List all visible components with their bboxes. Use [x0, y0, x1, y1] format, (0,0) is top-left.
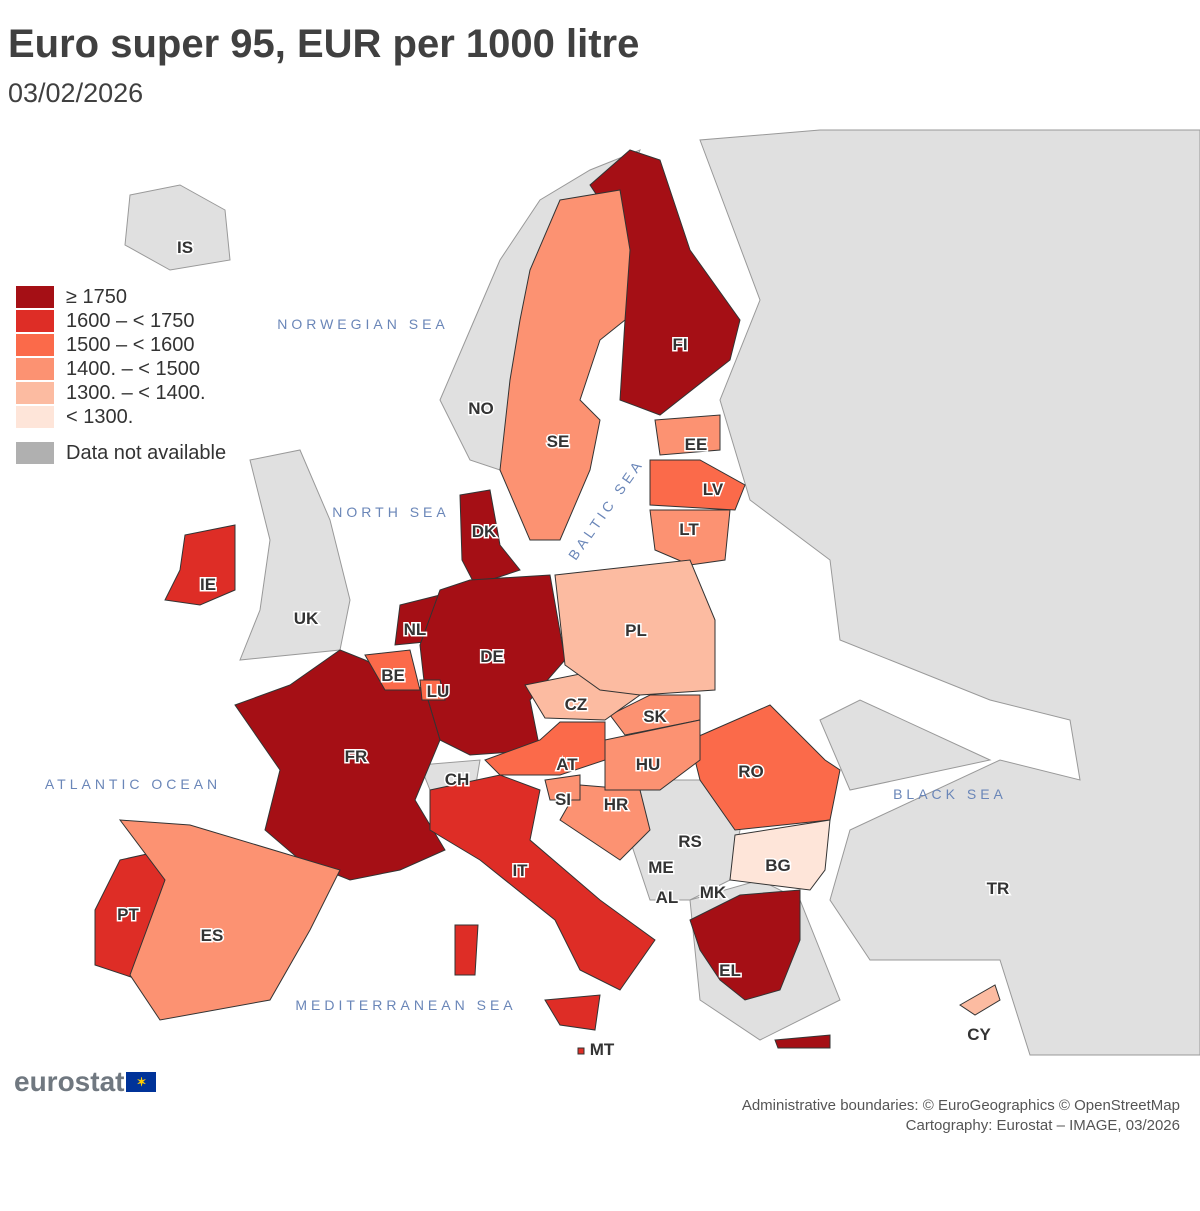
country-label: AT: [556, 755, 578, 774]
non-eu-land: [239, 449, 351, 661]
country-pl: [554, 559, 716, 696]
sea-label: MEDITERRANEAN SEA: [295, 997, 516, 1013]
country-label: DK: [472, 522, 497, 541]
legend-label: 1500 – < 1600: [66, 333, 195, 356]
legend-item: < 1300.: [16, 405, 226, 429]
non-eu-land: [699, 129, 1200, 1056]
non-eu-land: [124, 184, 231, 271]
country-ee: [654, 414, 721, 456]
country-label: MK: [700, 883, 727, 902]
legend-label: 1400. – < 1500: [66, 357, 201, 380]
country-sk: [609, 694, 701, 736]
country-si: [544, 774, 581, 801]
sea-label: NORTH SEA: [332, 504, 449, 520]
country-label: SI: [555, 790, 571, 809]
country-label: UK: [294, 609, 319, 628]
country-label: ES: [201, 926, 224, 945]
credit-boundaries: Administrative boundaries: © EuroGeograp…: [741, 1097, 1180, 1114]
country-label: RO: [738, 762, 764, 781]
legend-item: ≥ 1750: [16, 285, 226, 309]
country-label: IE: [200, 575, 216, 594]
country-label: ME: [648, 858, 674, 877]
legend-swatch: [16, 442, 54, 464]
country-label: PL: [625, 621, 647, 640]
island-sardinia: [454, 924, 479, 976]
legend-label: Data not available: [66, 441, 227, 464]
credits: Administrative boundaries: © EuroGeograp…: [742, 1096, 1180, 1136]
country-label: EE: [685, 435, 708, 454]
legend-item: 1600 – < 1750: [16, 309, 226, 333]
country-label: HU: [636, 755, 661, 774]
country-label: TR: [987, 879, 1010, 898]
country-label: LU: [427, 682, 450, 701]
sea-label: ATLANTIC OCEAN: [45, 776, 221, 792]
country-dk: [459, 489, 521, 586]
sea-label: NORWEGIAN SEA: [277, 316, 449, 332]
legend-item: 1500 – < 1600: [16, 333, 226, 357]
legend-swatch: [16, 310, 54, 332]
country-ro: [689, 704, 841, 831]
legend-swatch: [16, 334, 54, 356]
country-lt: [649, 509, 731, 566]
country-label: SE: [547, 432, 570, 451]
choropleth-map: FI DK NL DE FR EL IE IT PT MT LV BE LU AT RO EE SE ES HR SK…: [45, 129, 1200, 1060]
country-lu: [419, 679, 446, 701]
legend-item-na: Data not available: [16, 441, 226, 465]
island-crete: [774, 1034, 831, 1049]
map-subtitle: 03/02/2026: [8, 78, 144, 108]
country-cy: [959, 984, 1001, 1016]
legend-item: 1300. – < 1400.: [16, 381, 226, 405]
country-bg: [729, 819, 831, 891]
country-label: NL: [404, 620, 427, 639]
map-title: Euro super 95, EUR per 1000 litre: [8, 22, 640, 66]
country-label: IT: [512, 861, 528, 880]
country-label: LT: [679, 520, 699, 539]
country-es: [118, 819, 341, 1021]
country-label: HR: [604, 795, 629, 814]
country-se: [499, 189, 631, 541]
eurostat-logo: eurostat ✶: [14, 1066, 157, 1098]
country-be: [364, 649, 421, 691]
non-eu-land: [819, 699, 992, 791]
country-label: MT: [590, 1040, 615, 1059]
country-label: SK: [643, 707, 667, 726]
legend-item: 1400. – < 1500: [16, 357, 226, 381]
country-it: [429, 774, 656, 991]
country-label: PT: [117, 905, 139, 924]
country-label: DE: [480, 647, 504, 666]
country-label: AL: [656, 888, 679, 907]
legend: ≥ 1750 1600 – < 1750 1500 – < 1600 1400. – …: [16, 285, 226, 465]
legend-swatch: [16, 406, 54, 428]
country-label: BG: [765, 856, 791, 875]
country-hu: [604, 719, 701, 791]
legend-swatch: [16, 382, 54, 404]
credit-cartography: Cartography: Eurostat – IMAGE, 03/2026: [905, 1117, 1180, 1134]
legend-label: ≥ 1750: [66, 285, 128, 308]
legend-label: 1600 – < 1750: [66, 309, 195, 332]
sea-label: BLACK SEA: [893, 786, 1007, 802]
country-ie: [164, 524, 236, 606]
country-label: NO: [468, 399, 494, 418]
country-el: [689, 889, 801, 1001]
country-mt: [577, 1047, 585, 1055]
country-label: RS: [678, 832, 702, 851]
country-label: BE: [381, 666, 405, 685]
legend-label: 1300. – < 1400.: [66, 381, 206, 404]
island-sicily: [544, 994, 601, 1031]
country-label: IS: [177, 238, 193, 257]
country-label: FR: [345, 747, 368, 766]
country-label: CZ: [565, 695, 588, 714]
legend-swatch: [16, 358, 54, 380]
country-label: LV: [703, 480, 724, 499]
country-label: CY: [967, 1025, 991, 1044]
country-lv: [649, 459, 746, 511]
legend-label: < 1300.: [66, 405, 134, 428]
logo-text: eurostat: [14, 1066, 125, 1097]
legend-swatch: [16, 286, 54, 308]
country-label: FI: [672, 335, 687, 354]
eu-flag-icon: ✶: [126, 1072, 157, 1092]
country-label: EL: [719, 961, 741, 980]
country-label: CH: [445, 770, 470, 789]
